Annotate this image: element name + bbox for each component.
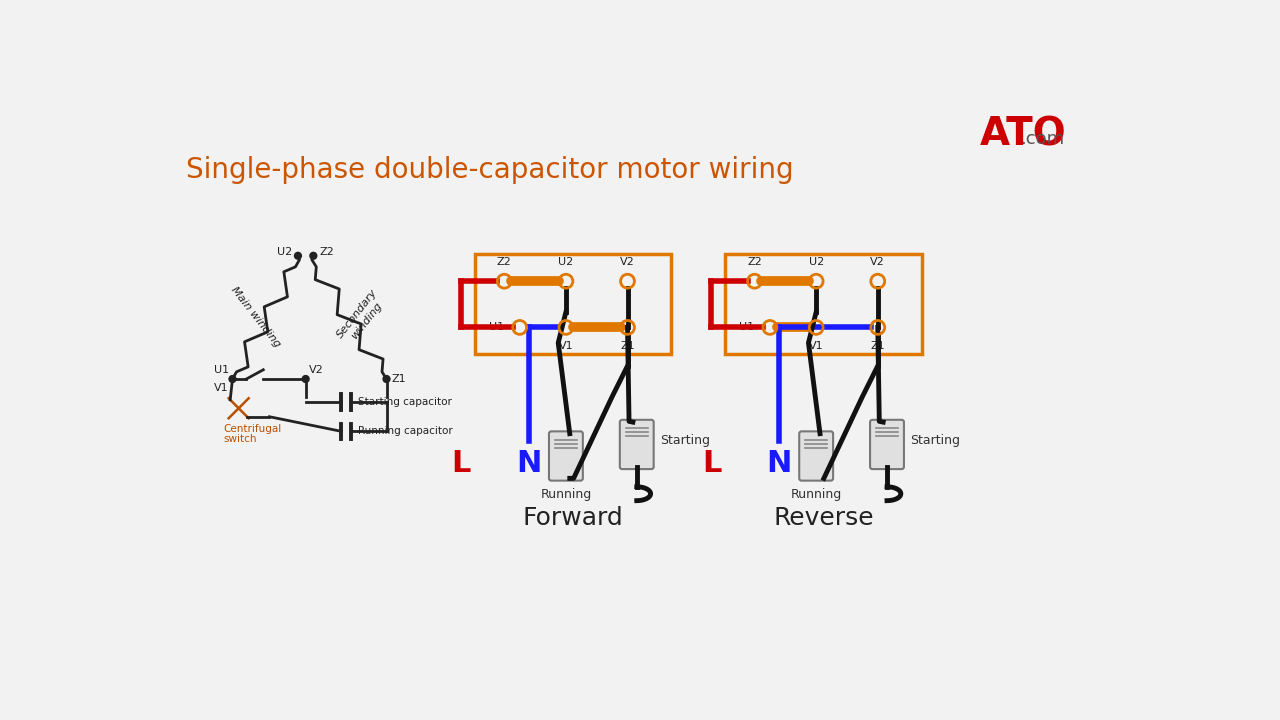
Text: .com: .com <box>1020 130 1065 148</box>
Text: V1: V1 <box>214 383 229 393</box>
Text: Starting capacitor: Starting capacitor <box>358 397 452 407</box>
Circle shape <box>302 376 308 382</box>
Text: Main winding: Main winding <box>229 285 283 349</box>
Text: V2: V2 <box>308 365 324 375</box>
FancyBboxPatch shape <box>549 431 582 481</box>
Bar <box>475 254 672 354</box>
Circle shape <box>229 376 236 382</box>
Text: N: N <box>516 449 541 478</box>
Text: Forward: Forward <box>522 505 623 530</box>
FancyBboxPatch shape <box>870 420 904 469</box>
Text: L: L <box>452 449 471 478</box>
Text: V2: V2 <box>620 257 635 267</box>
Text: U1: U1 <box>214 365 229 375</box>
Text: Starting: Starting <box>660 434 710 447</box>
Text: U1: U1 <box>740 323 755 333</box>
Text: Z1: Z1 <box>392 374 407 384</box>
Circle shape <box>384 376 389 382</box>
Text: U2: U2 <box>558 257 573 267</box>
Text: ATO: ATO <box>979 115 1066 153</box>
FancyBboxPatch shape <box>620 420 654 469</box>
Text: U2: U2 <box>809 257 824 267</box>
Text: Z2: Z2 <box>320 247 334 257</box>
Text: U2: U2 <box>276 247 292 257</box>
Circle shape <box>310 253 316 259</box>
Text: Running capacitor: Running capacitor <box>358 426 453 436</box>
Text: Z2: Z2 <box>497 257 512 267</box>
Text: Running: Running <box>791 488 842 501</box>
Text: U1: U1 <box>489 323 504 333</box>
Circle shape <box>294 253 301 259</box>
Text: switch: switch <box>223 433 257 444</box>
Text: V1: V1 <box>558 341 573 351</box>
Text: Z1: Z1 <box>621 341 635 351</box>
Text: V1: V1 <box>809 341 823 351</box>
Text: N: N <box>767 449 792 478</box>
Text: Running: Running <box>540 488 591 501</box>
Text: Secondary
winding: Secondary winding <box>335 287 389 347</box>
Text: Reverse: Reverse <box>773 505 874 530</box>
Text: Z1: Z1 <box>870 341 884 351</box>
Text: Starting: Starting <box>910 434 960 447</box>
Text: Z2: Z2 <box>748 257 762 267</box>
FancyBboxPatch shape <box>799 431 833 481</box>
Text: Single-phase double-capacitor motor wiring: Single-phase double-capacitor motor wiri… <box>187 156 794 184</box>
Text: L: L <box>701 449 721 478</box>
Text: Centrifugal: Centrifugal <box>223 423 282 433</box>
Text: V2: V2 <box>870 257 886 267</box>
Bar <box>726 254 922 354</box>
